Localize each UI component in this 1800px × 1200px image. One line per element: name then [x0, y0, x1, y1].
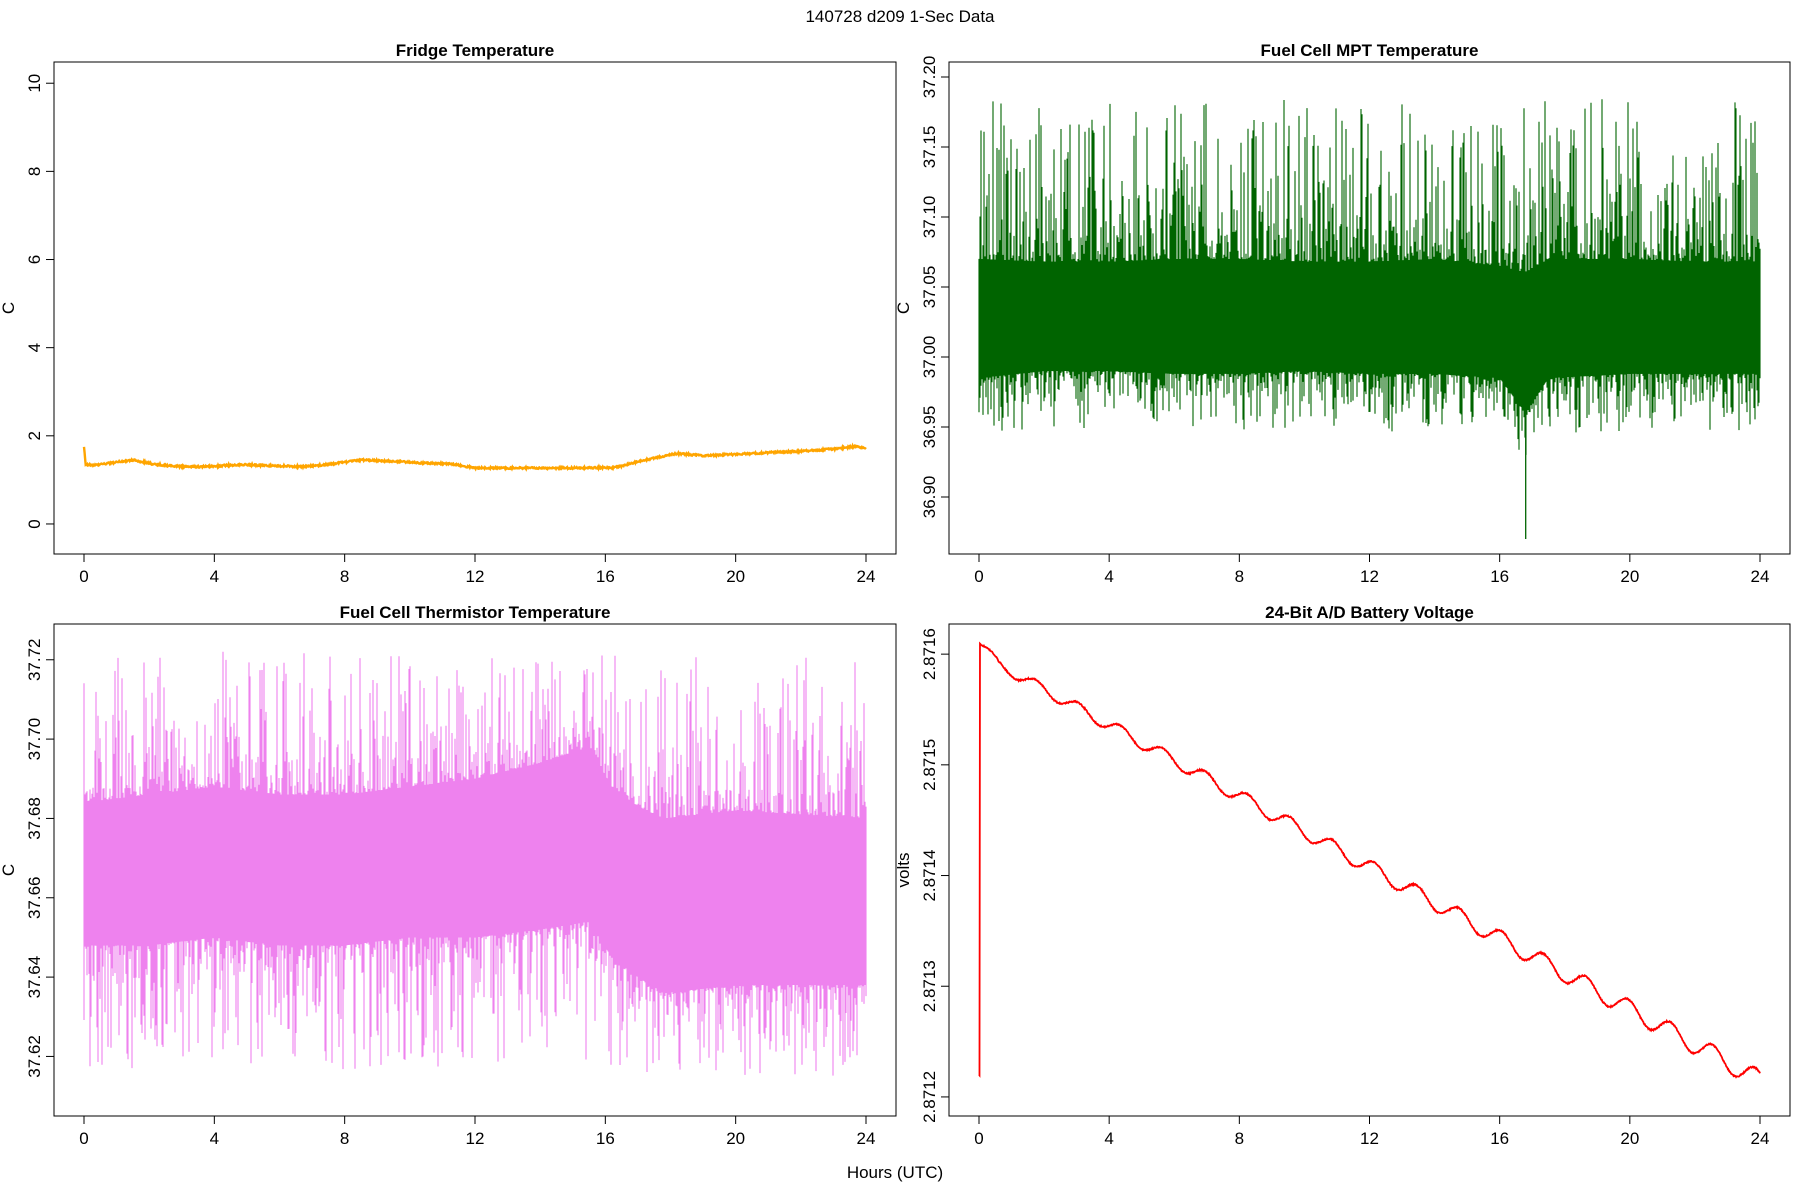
- y-axis-label: C: [894, 302, 913, 314]
- x-tick-label: 12: [466, 567, 485, 586]
- y-tick-label: 2.8712: [920, 1071, 939, 1123]
- figure-suptitle: 140728 d209 1-Sec Data: [805, 7, 995, 26]
- y-tick-label: 0: [25, 519, 44, 528]
- x-tick-label: 16: [1490, 1129, 1509, 1148]
- x-tick-label: 24: [857, 567, 876, 586]
- chart-fuel-cell-mpt-temperature: Fuel Cell MPT Temperature C 0 4 8 12 16 20 24 36.…: [894, 41, 1791, 586]
- y-tick-label: 37.20: [920, 56, 939, 99]
- chart-battery-voltage: 24-Bit A/D Battery Voltage volts 0 4 8 12 16 20…: [894, 603, 1791, 1148]
- data-series: [978, 641, 1761, 1079]
- x-axis: 0 4 8 12 16 20 24: [79, 1115, 876, 1148]
- x-tick-label: 0: [79, 1129, 88, 1148]
- y-tick-label: 37.66: [25, 876, 44, 919]
- y-tick-label: 2.8714: [920, 850, 939, 902]
- x-tick-label: 0: [974, 567, 983, 586]
- x-axis: 0 4 8 12 16 20 24: [974, 1115, 1770, 1148]
- y-tick-label: 2.8715: [920, 739, 939, 791]
- y-tick-label: 37.10: [920, 196, 939, 239]
- x-tick-label: 16: [596, 1129, 615, 1148]
- x-tick-label: 0: [974, 1129, 983, 1148]
- chart-fuel-cell-thermistor-temperature: Fuel Cell Thermistor Temperature C 0 4 8 12 16…: [0, 603, 897, 1148]
- plot-frame: [53, 61, 897, 555]
- y-tick-label: 2.8716: [920, 628, 939, 680]
- x-tick-label: 4: [1104, 567, 1113, 586]
- x-tick-label: 8: [340, 567, 349, 586]
- x-tick-label: 4: [210, 1129, 219, 1148]
- y-tick-label: 37.70: [25, 718, 44, 761]
- y-tick-label: 2.8713: [920, 960, 939, 1012]
- data-series: [83, 651, 867, 1076]
- x-tick-label: 24: [1751, 1129, 1770, 1148]
- fridge-temperature-line: [82, 442, 867, 472]
- x-tick-label: 12: [1360, 567, 1379, 586]
- y-tick-label: 6: [25, 255, 44, 264]
- x-tick-label: 20: [1620, 1129, 1639, 1148]
- plot-frame: [948, 623, 1791, 1117]
- y-tick-label: 36.95: [920, 406, 939, 449]
- y-axis-label: C: [0, 864, 18, 876]
- y-tick-label: 8: [25, 167, 44, 176]
- x-tick-label: 16: [1490, 567, 1509, 586]
- x-tick-label: 20: [726, 1129, 745, 1148]
- x-tick-label: 16: [596, 567, 615, 586]
- x-tick-label: 8: [1235, 1129, 1244, 1148]
- y-tick-label: 37.05: [920, 266, 939, 309]
- x-tick-label: 8: [1235, 567, 1244, 586]
- chart-title: Fuel Cell Thermistor Temperature: [340, 603, 611, 622]
- chart-title: Fridge Temperature: [396, 41, 554, 60]
- x-tick-label: 20: [1620, 567, 1639, 586]
- y-tick-label: 37.00: [920, 336, 939, 379]
- y-tick-label: 4: [25, 343, 44, 352]
- y-tick-label: 37.62: [25, 1035, 44, 1078]
- y-tick-label: 37.64: [25, 956, 44, 999]
- x-axis: 0 4 8 12 16 20 24: [974, 553, 1770, 586]
- y-axis: 36.90 36.95 37.00 37.05 37.10 37.15 37.20: [920, 56, 950, 519]
- figure-xlabel: Hours (UTC): [847, 1163, 943, 1182]
- y-axis: 0 2 4 6 8 10: [25, 74, 55, 529]
- y-axis-label: C: [0, 302, 18, 314]
- band-core: [84, 747, 866, 993]
- band-core: [979, 259, 1760, 413]
- y-axis: 37.62 37.64 37.66 37.68 37.70 37.72: [25, 638, 55, 1078]
- chart-title: 24-Bit A/D Battery Voltage: [1265, 603, 1474, 622]
- y-axis-label: volts: [894, 853, 913, 888]
- x-tick-label: 4: [210, 567, 219, 586]
- x-tick-label: 24: [857, 1129, 876, 1148]
- x-tick-label: 4: [1104, 1129, 1113, 1148]
- y-tick-label: 36.90: [920, 476, 939, 519]
- x-tick-label: 12: [466, 1129, 485, 1148]
- x-axis: 0 4 8 12 16 20 24: [79, 553, 876, 586]
- x-tick-label: 24: [1751, 567, 1770, 586]
- data-series: [82, 442, 867, 472]
- battery-voltage-line: [978, 641, 1761, 1079]
- data-series: [978, 99, 1761, 539]
- y-tick-label: 10: [25, 74, 44, 93]
- y-tick-label: 37.68: [25, 797, 44, 840]
- x-tick-label: 20: [726, 567, 745, 586]
- y-tick-label: 37.15: [920, 126, 939, 169]
- x-tick-label: 0: [79, 567, 88, 586]
- x-tick-label: 8: [340, 1129, 349, 1148]
- y-axis: 2.8712 2.8713 2.8714 2.8715 2.8716: [920, 628, 950, 1123]
- x-tick-label: 12: [1360, 1129, 1379, 1148]
- y-tick-label: 37.72: [25, 638, 44, 681]
- y-tick-label: 2: [25, 431, 44, 440]
- chart-title: Fuel Cell MPT Temperature: [1261, 41, 1479, 60]
